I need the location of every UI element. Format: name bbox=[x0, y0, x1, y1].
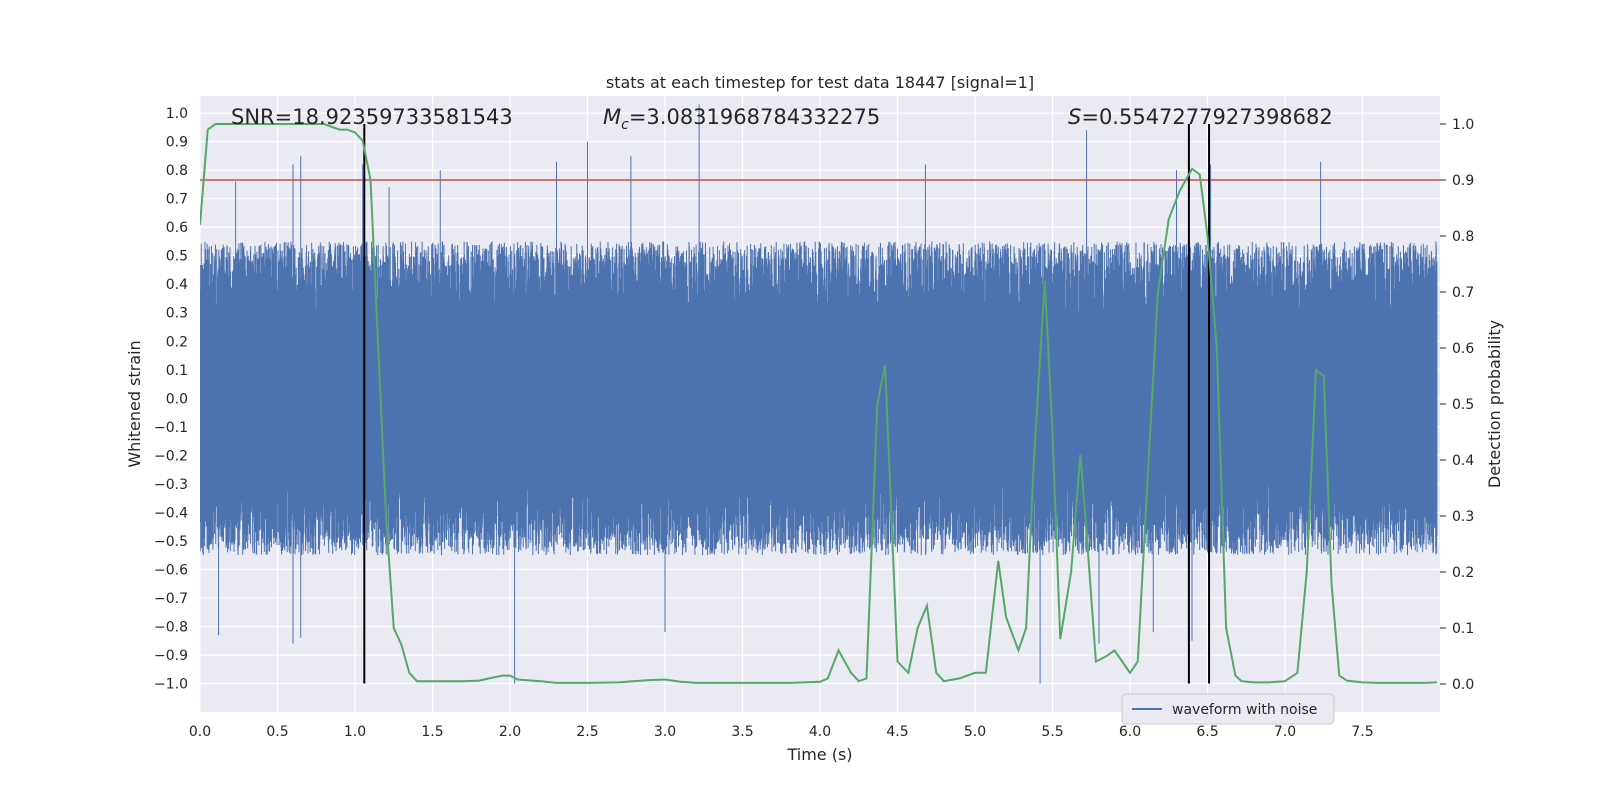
y2-tick-label-6: 0.4 bbox=[1452, 453, 1474, 469]
y-tick-label-12: −0.2 bbox=[154, 448, 188, 464]
mc-symbol: M bbox=[603, 105, 621, 129]
x-tick-label-11: 5.5 bbox=[1041, 724, 1063, 740]
y2-tick-label-0: 1.0 bbox=[1452, 117, 1474, 133]
x-axis-label: Time (s) bbox=[786, 745, 852, 764]
x-tick-label-12: 6.0 bbox=[1119, 724, 1141, 740]
s-annotation: S=0.5547277927398682 bbox=[1068, 105, 1333, 129]
legend-label-waveform: waveform with noise bbox=[1172, 702, 1317, 718]
x-tick-label-6: 3.0 bbox=[654, 724, 676, 740]
y-tick-label-17: −0.7 bbox=[154, 591, 188, 607]
x-tick-label-5: 2.5 bbox=[576, 724, 598, 740]
y-tick-label-0: 1.0 bbox=[166, 106, 188, 122]
y-tick-label-15: −0.5 bbox=[154, 534, 188, 550]
x-tick-label-4: 2.0 bbox=[499, 724, 521, 740]
x-tick-label-8: 4.0 bbox=[809, 724, 831, 740]
detection-probability-series bbox=[200, 123, 1437, 684]
mc-subscript: c bbox=[621, 117, 629, 133]
y2-tick-label-3: 0.7 bbox=[1452, 285, 1474, 301]
x-tick-label-15: 7.5 bbox=[1351, 724, 1373, 740]
mc-annotation: Mc=3.0831968784332275 bbox=[603, 105, 880, 133]
x-tick-label-1: 0.5 bbox=[266, 724, 288, 740]
y2-axis-ticks: 1.0 0.9 0.8 0.7 0.6 0.5 0.4 0.3 0.2 0.1 0.0 bbox=[1440, 117, 1474, 693]
y2-tick-label-2: 0.8 bbox=[1452, 229, 1474, 245]
y-tick-label-6: 0.4 bbox=[166, 277, 188, 293]
y-axis-ticks: 1.0 0.9 0.8 0.7 0.6 0.5 0.4 0.3 0.2 0.1 0.0 −0.1 −0.… bbox=[154, 106, 188, 692]
y2-tick-label-7: 0.3 bbox=[1452, 509, 1474, 525]
y-tick-label-18: −0.8 bbox=[154, 619, 188, 635]
legend: waveform with noise bbox=[1121, 693, 1335, 725]
y-tick-label-8: 0.2 bbox=[166, 334, 188, 350]
event-lines bbox=[363, 124, 1211, 684]
x-tick-label-14: 7.0 bbox=[1274, 724, 1296, 740]
x-tick-label-3: 1.5 bbox=[421, 724, 443, 740]
y-tick-label-16: −0.6 bbox=[154, 562, 188, 578]
x-tick-label-10: 5.0 bbox=[964, 724, 986, 740]
y2-axis-label: Detection probability bbox=[1485, 320, 1504, 488]
legend-box bbox=[1121, 693, 1335, 725]
y-axis-label: Whitened strain bbox=[125, 340, 144, 467]
x-tick-label-7: 3.5 bbox=[731, 724, 753, 740]
y-tick-label-7: 0.3 bbox=[166, 306, 188, 322]
y-tick-label-14: −0.4 bbox=[154, 505, 188, 521]
x-tick-label-9: 4.5 bbox=[886, 724, 908, 740]
y2-tick-label-9: 0.1 bbox=[1452, 621, 1474, 637]
snr-annotation: SNR=18.92359733581543 bbox=[231, 105, 513, 129]
s-symbol: S bbox=[1068, 105, 1081, 129]
y2-tick-label-10: 0.0 bbox=[1452, 677, 1474, 693]
x-tick-label-2: 1.0 bbox=[344, 724, 366, 740]
y2-tick-label-8: 0.2 bbox=[1452, 565, 1474, 581]
y2-tick-label-4: 0.6 bbox=[1452, 341, 1474, 357]
chart-title: stats at each timestep for test data 184… bbox=[606, 73, 1034, 92]
y-tick-label-20: −1.0 bbox=[154, 676, 188, 692]
y-tick-label-10: 0.0 bbox=[166, 391, 188, 407]
mc-value: =3.0831968784332275 bbox=[629, 105, 880, 129]
y-tick-label-13: −0.3 bbox=[154, 477, 188, 493]
y2-tick-label-5: 0.5 bbox=[1452, 397, 1474, 413]
x-tick-label-13: 6.5 bbox=[1196, 724, 1218, 740]
y-tick-label-1: 0.9 bbox=[166, 135, 188, 151]
y-tick-label-11: −0.1 bbox=[154, 420, 188, 436]
y-tick-label-3: 0.7 bbox=[166, 192, 188, 208]
y-tick-label-4: 0.6 bbox=[166, 220, 188, 236]
y-tick-label-9: 0.1 bbox=[166, 363, 188, 379]
s-value: =0.5547277927398682 bbox=[1081, 105, 1332, 129]
y-tick-label-19: −0.9 bbox=[154, 648, 188, 664]
x-axis-ticks: 0.0 0.5 1.0 1.5 2.0 2.5 3.0 3.5 4.0 4.5 5.0 5.5 6.0 6… bbox=[189, 724, 1374, 740]
waveform-path bbox=[200, 104, 1438, 684]
x-tick-label-0: 0.0 bbox=[189, 724, 211, 740]
waveform-series bbox=[200, 104, 1438, 684]
y-tick-label-5: 0.5 bbox=[166, 249, 188, 265]
y-tick-label-2: 0.8 bbox=[166, 163, 188, 179]
y2-tick-label-1: 0.9 bbox=[1452, 173, 1474, 189]
